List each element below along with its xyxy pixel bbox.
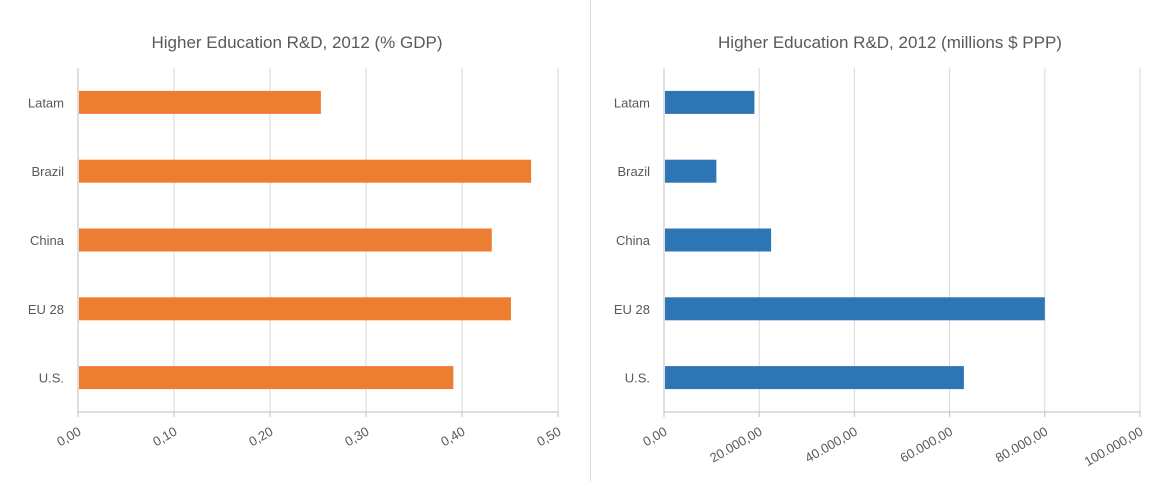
category-label: EU 28	[28, 302, 64, 317]
bar-latam	[665, 90, 755, 114]
chart-ppp: Higher Education R&D, 2012 (millions $ P…	[614, 33, 1146, 470]
bar-eu-28	[79, 297, 511, 321]
category-label: U.S.	[625, 371, 650, 386]
x-tick-label: 100.000,00	[1082, 424, 1146, 470]
x-tick-label: 0,10	[150, 424, 179, 450]
bar-latam	[79, 90, 321, 114]
category-label: Latam	[614, 95, 650, 110]
bar-eu-28	[665, 297, 1045, 321]
chart-panel-ppp: Higher Education R&D, 2012 (millions $ P…	[593, 0, 1163, 481]
chart-title: Higher Education R&D, 2012 (millions $ P…	[718, 33, 1062, 52]
bar-china	[665, 228, 772, 252]
chart-title: Higher Education R&D, 2012 (% GDP)	[151, 33, 442, 52]
x-tick-label: 20.000,00	[707, 424, 765, 466]
category-label: Latam	[28, 95, 64, 110]
category-label: Brazil	[617, 164, 650, 179]
category-label: China	[30, 233, 65, 248]
x-tick-label: 0,00	[54, 424, 83, 450]
bar-u-s-	[79, 366, 454, 390]
category-label: EU 28	[614, 302, 650, 317]
x-tick-label: 40.000,00	[802, 424, 860, 466]
x-tick-label: 60.000,00	[898, 424, 956, 466]
x-tick-label: 0,30	[342, 424, 371, 450]
x-tick-label: 0,50	[534, 424, 563, 450]
bar-brazil	[665, 159, 717, 183]
bar-brazil	[79, 159, 532, 183]
category-label: Brazil	[31, 164, 64, 179]
chart-gdp: Higher Education R&D, 2012 (% GDP) 0,00 0…	[28, 33, 564, 450]
category-label: China	[616, 233, 651, 248]
x-tick-label: 0,00	[640, 424, 669, 450]
bar-u-s-	[665, 366, 964, 390]
chart-panel-gdp: Higher Education R&D, 2012 (% GDP) 0,00 0…	[27, 0, 591, 481]
x-tick-label: 0,40	[438, 424, 467, 450]
bar-china	[79, 228, 492, 252]
x-tick-label: 80.000,00	[993, 424, 1051, 466]
x-tick-label: 0,20	[246, 424, 275, 450]
category-label: U.S.	[39, 371, 64, 386]
